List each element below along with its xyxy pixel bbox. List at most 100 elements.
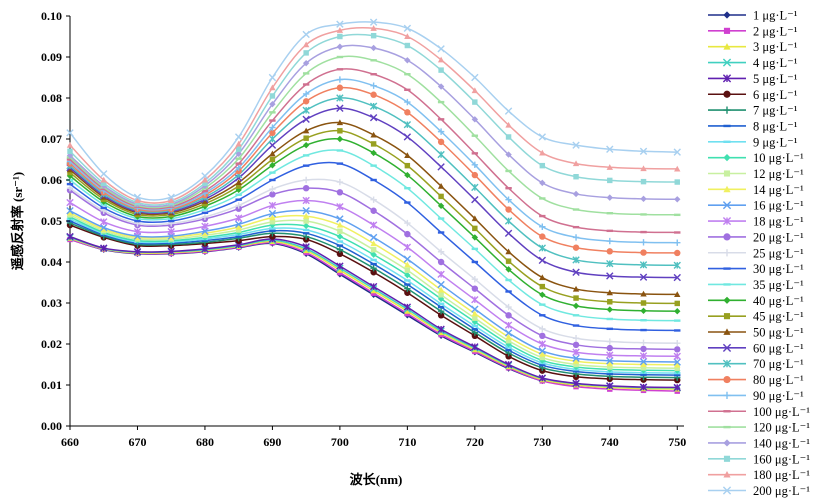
data-point bbox=[302, 83, 310, 86]
x-tick-label: 660 bbox=[61, 435, 79, 449]
data-point bbox=[404, 308, 411, 314]
data-point bbox=[269, 93, 276, 99]
y-tick-label: 0.02 bbox=[41, 337, 62, 351]
data-point bbox=[504, 217, 513, 225]
data-point bbox=[437, 202, 445, 210]
data-point bbox=[505, 303, 512, 311]
data-point bbox=[437, 302, 445, 306]
data-point bbox=[302, 59, 310, 67]
data-point bbox=[100, 206, 107, 210]
data-point bbox=[674, 300, 680, 307]
data-point bbox=[234, 133, 243, 141]
data-point bbox=[572, 190, 580, 198]
data-point bbox=[438, 67, 444, 73]
data-point bbox=[640, 328, 647, 332]
legend-item: 16 μg·L⁻¹ bbox=[708, 199, 804, 213]
data-point bbox=[404, 271, 411, 279]
data-point bbox=[235, 223, 242, 230]
data-point bbox=[404, 285, 411, 292]
legend-item: 2 μg·L⁻¹ bbox=[708, 24, 798, 38]
series bbox=[66, 84, 681, 257]
data-point bbox=[167, 247, 175, 256]
data-point bbox=[674, 239, 681, 246]
data-point bbox=[471, 183, 479, 192]
y-tick-label: 0.10 bbox=[41, 9, 62, 23]
data-point bbox=[336, 135, 344, 143]
legend-item: 30 μg·L⁻¹ bbox=[708, 262, 804, 276]
data-point bbox=[404, 201, 411, 204]
data-point bbox=[572, 160, 580, 167]
legend-label: 8 μg·L⁻¹ bbox=[753, 119, 798, 133]
data-point bbox=[674, 361, 681, 368]
data-point bbox=[673, 352, 681, 360]
legend-label: 60 μg·L⁻¹ bbox=[753, 341, 804, 355]
data-point bbox=[606, 338, 613, 345]
x-axis-ticks: 660 670 680 690 700 710 720 730 740 750 bbox=[61, 426, 686, 449]
x-tick-label: 740 bbox=[601, 435, 619, 449]
data-point bbox=[336, 162, 344, 165]
legend-label: 2 μg·L⁻¹ bbox=[753, 24, 798, 38]
legend-item: 1 μg·L⁻¹ bbox=[708, 9, 798, 23]
legend-item: 90 μg·L⁻¹ bbox=[708, 389, 804, 403]
data-point bbox=[268, 73, 277, 82]
data-point bbox=[674, 308, 681, 315]
data-point bbox=[437, 308, 445, 315]
data-point bbox=[235, 146, 242, 152]
x-tick-label: 750 bbox=[668, 435, 686, 449]
data-point bbox=[269, 111, 276, 114]
data-point bbox=[606, 344, 613, 352]
data-point bbox=[472, 225, 478, 232]
data-point bbox=[505, 338, 512, 344]
data-point bbox=[607, 364, 613, 370]
data-point bbox=[572, 379, 580, 388]
data-point bbox=[370, 178, 377, 182]
data-point bbox=[302, 106, 310, 114]
data-point bbox=[369, 113, 378, 122]
data-point bbox=[302, 247, 310, 254]
data-point bbox=[404, 42, 411, 49]
data-point bbox=[370, 269, 377, 276]
data-point bbox=[369, 233, 378, 242]
data-point bbox=[505, 353, 512, 360]
data-point bbox=[674, 365, 680, 371]
data-point bbox=[202, 180, 208, 186]
data-point bbox=[722, 216, 732, 226]
data-point bbox=[723, 154, 731, 162]
data-point bbox=[302, 196, 310, 205]
data-point bbox=[201, 172, 209, 180]
legend-label: 3 μg·L⁻¹ bbox=[753, 40, 798, 54]
data-point bbox=[269, 191, 276, 198]
data-point bbox=[302, 41, 310, 48]
data-point bbox=[437, 248, 445, 255]
data-point bbox=[723, 296, 731, 304]
data-point bbox=[437, 163, 445, 171]
data-point bbox=[606, 351, 614, 359]
data-point bbox=[336, 55, 344, 59]
data-point bbox=[302, 90, 310, 98]
data-point bbox=[201, 176, 209, 183]
data-point bbox=[606, 248, 613, 255]
data-point bbox=[471, 305, 479, 313]
y-tick-label: 0.01 bbox=[41, 378, 62, 392]
data-point bbox=[404, 279, 411, 282]
data-point bbox=[404, 289, 411, 296]
data-point bbox=[505, 248, 512, 255]
data-point bbox=[437, 217, 445, 220]
data-point bbox=[302, 185, 310, 192]
data-point bbox=[674, 231, 681, 234]
data-point bbox=[302, 176, 310, 184]
data-point bbox=[201, 198, 209, 204]
data-point bbox=[723, 267, 731, 270]
data-point bbox=[640, 290, 647, 297]
data-point bbox=[539, 291, 546, 298]
data-point bbox=[302, 222, 310, 230]
data-point bbox=[234, 220, 243, 228]
data-point bbox=[471, 260, 479, 264]
data-point bbox=[404, 109, 411, 116]
data-point bbox=[505, 266, 512, 273]
data-point bbox=[505, 151, 512, 158]
legend-item: 200 μg·L⁻¹ bbox=[708, 484, 810, 498]
data-point bbox=[572, 244, 580, 251]
x-tick-label: 720 bbox=[466, 435, 484, 449]
data-point bbox=[302, 212, 310, 219]
